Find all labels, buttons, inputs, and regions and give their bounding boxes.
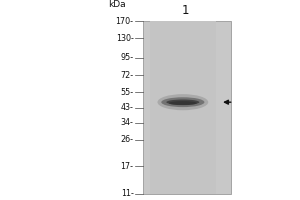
Bar xyxy=(142,21,231,194)
Text: 1: 1 xyxy=(182,4,190,17)
Text: 17-: 17- xyxy=(121,162,134,171)
Text: 11-: 11- xyxy=(121,189,134,198)
Text: 43-: 43- xyxy=(121,103,134,112)
Text: 34-: 34- xyxy=(121,118,134,127)
Text: kDa: kDa xyxy=(108,0,126,9)
Bar xyxy=(150,21,216,194)
Text: 130-: 130- xyxy=(116,34,134,43)
Text: 170-: 170- xyxy=(116,17,134,26)
Ellipse shape xyxy=(169,101,197,105)
Text: 72-: 72- xyxy=(121,71,134,80)
Text: 26-: 26- xyxy=(121,135,134,144)
Text: 55-: 55- xyxy=(121,88,134,97)
Ellipse shape xyxy=(166,100,199,105)
Ellipse shape xyxy=(158,94,208,110)
Ellipse shape xyxy=(161,97,204,107)
Text: 95-: 95- xyxy=(121,53,134,62)
